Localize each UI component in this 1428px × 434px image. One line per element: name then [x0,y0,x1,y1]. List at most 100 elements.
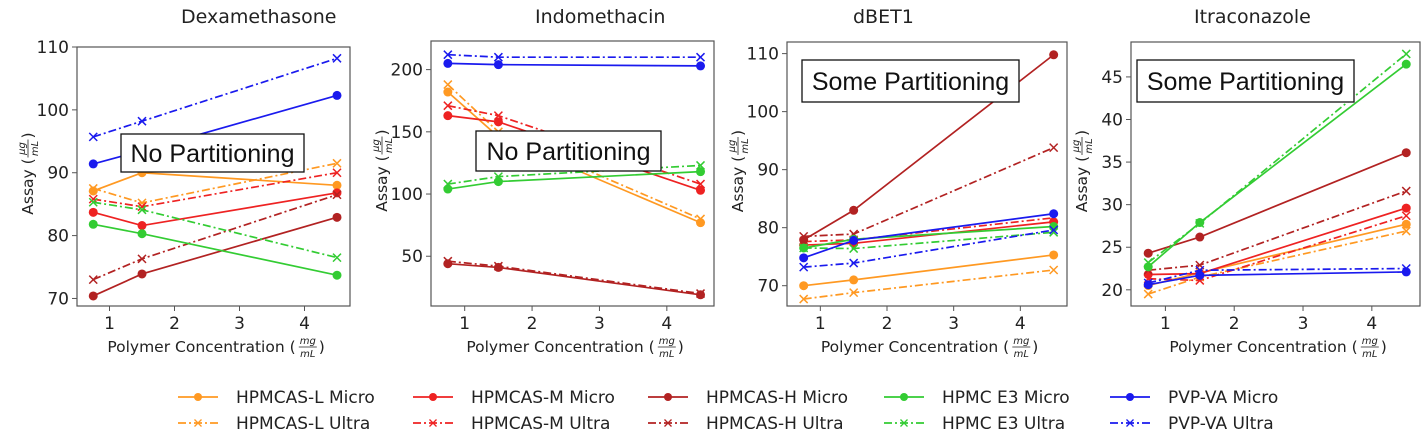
data-point [1195,270,1205,280]
y-tick-label: 20 [1101,281,1123,301]
data-point [1401,219,1411,229]
data-point [1143,262,1153,272]
data-point [332,190,342,200]
data-point [849,258,859,268]
data-point [1143,248,1153,258]
data-point [696,167,706,177]
data-point [849,205,859,215]
x-label-paren: ) [319,338,325,356]
data-point [493,111,503,121]
x-tick-label: 2 [169,314,180,334]
x-tick-label: 2 [527,314,538,334]
data-point [88,132,98,142]
annotation-frame [120,133,305,173]
plot-frame [76,46,351,307]
series-line [447,53,701,59]
annotation-box: Some Partitioning [1136,59,1355,103]
data-point [137,254,147,264]
data-point [696,61,706,71]
series-hpmcas-m-ultra [88,168,342,212]
annotation-box: Some Partitioning [801,59,1020,103]
legend-item: HPMCAS-H Ultra [648,414,844,434]
chart-title: Dexamethasone [181,6,336,28]
series-hpmcas-m-micro [799,217,1059,250]
data-point [1401,211,1411,221]
x-unit-denominator: mL [659,349,674,360]
x-unit-numerator: mg [1362,336,1378,347]
data-point [799,231,809,241]
x-tick-label: 3 [234,314,245,334]
y-axis-label: Assay (μg mL) [371,129,395,211]
chart-title: Itraconazole [1194,6,1311,28]
data-point [695,179,706,189]
data-point [1049,209,1059,219]
plot-frame [786,41,1068,307]
x-tick-label: 3 [594,314,605,334]
legend-label: HPMCAS-L Ultra [236,414,370,434]
x-tick-label: 4 [299,314,310,334]
series-hpmcas-l-ultra [88,158,342,208]
legend-label: HPMCAS-H Ultra [706,414,844,434]
series-hpmcas-h-ultra [799,143,1059,241]
chart-panel-dexamethasone: Dexamethasone 1 2 3 4 70 80 90 100 110 Polymer Con… [17,6,351,360]
data-point [137,221,147,231]
chart-panel-indomethacin: Indomethacin 1 2 3 4 50 100 150 200 Polymer Conce… [371,6,715,360]
data-point [799,262,809,272]
data-point [493,52,503,62]
y-tick-label: 150 [391,123,423,143]
y-tick-label: 45 [1101,68,1123,88]
data-point [1143,289,1153,299]
legend-marker [664,419,672,427]
series-hpmc-e3-micro [88,219,342,280]
series-line [93,192,338,227]
data-point [493,261,503,271]
data-point [1195,265,1205,275]
series-line [447,262,701,296]
x-unit-numerator: mg [1013,336,1029,347]
data-point [1049,250,1059,260]
annotation-box: No Partitioning [120,133,305,173]
y-unit-numerator: μg [17,142,28,156]
annotation-text: Some Partitioning [1147,68,1344,96]
data-point [493,117,503,127]
data-point [1049,265,1059,275]
legend-marker [429,419,437,427]
data-point [332,188,342,198]
data-point [443,87,453,97]
x-axis-label: Polymer Concentration ( [107,338,295,356]
series-pvp-va-ultra [799,225,1059,272]
data-point [1143,278,1153,288]
y-tick-label: 70 [47,289,69,309]
data-point [1143,269,1153,279]
legend-marker [664,393,672,401]
series-hpmc-e3-ultra [88,197,342,263]
series-hpmc-e3-ultra [1143,49,1411,268]
legend-item: PVP-VA Micro [1110,388,1278,408]
x-tick-label: 4 [661,314,672,334]
data-point [849,288,859,298]
data-point [1401,186,1411,196]
data-point [443,256,453,266]
y-axis-label-text: Assay ( [1073,156,1091,212]
y-tick-label: 40 [1101,110,1123,130]
data-point [493,172,503,182]
annotation-frame [801,59,1020,103]
x-unit-denominator: mL [1014,349,1029,360]
data-point [332,212,342,222]
series-hpmcas-h-ultra [88,190,342,285]
x-label-paren: ) [1381,338,1387,356]
y-tick-label: 200 [391,61,423,81]
legend-item: HPMC E3 Micro [884,388,1070,408]
data-point [1195,232,1205,242]
data-point [1401,148,1411,158]
data-point [1049,50,1059,60]
legend-marker [1126,393,1134,401]
annotation-text: Some Partitioning [812,68,1009,96]
data-point [88,207,98,217]
y-tick-label: 90 [47,164,69,184]
y-unit-numerator: μg [371,139,382,153]
data-point [849,235,859,245]
series-pvp-va-micro [799,209,1059,263]
x-unit-denominator: mL [300,349,315,360]
data-point [88,183,98,193]
